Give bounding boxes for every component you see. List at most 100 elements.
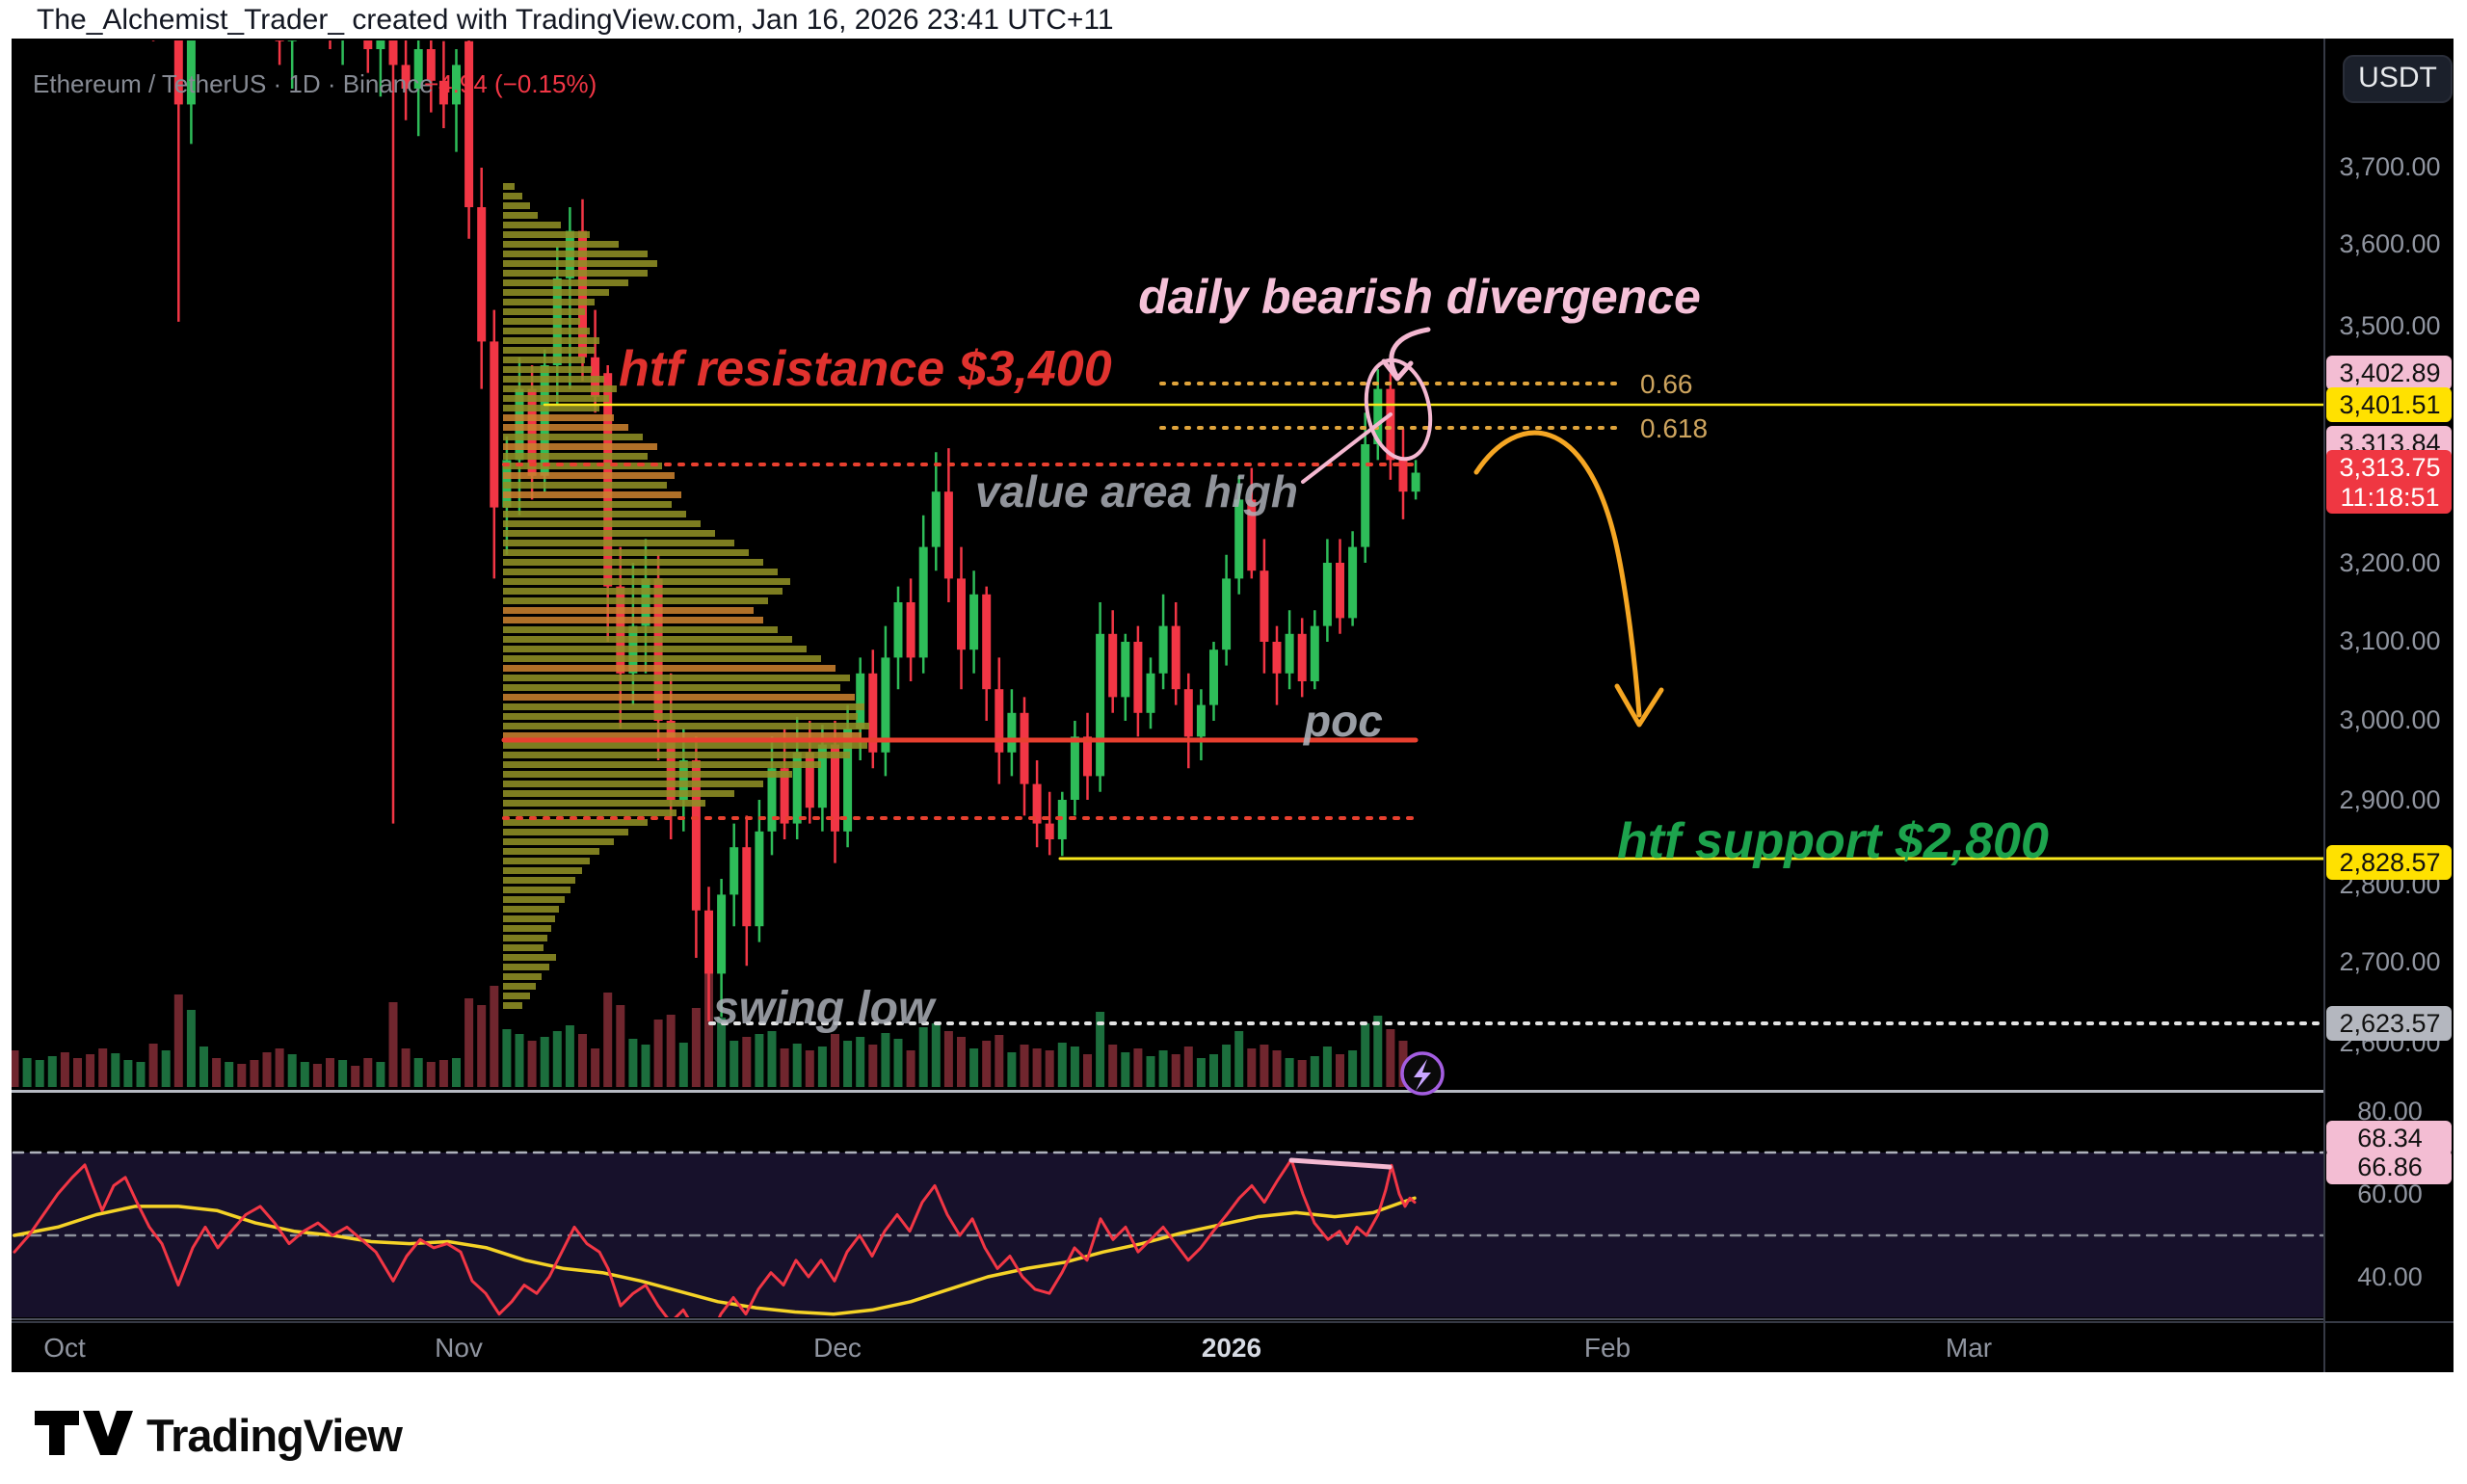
price-tick-label: 3,000.00 [2339, 705, 2440, 734]
volume-profile-row [503, 1002, 522, 1009]
volume-bar [1310, 1056, 1319, 1087]
volume-bar [767, 1031, 777, 1087]
volume-profile-row [503, 279, 628, 286]
volume-bar [1183, 1047, 1193, 1087]
candle-body [464, 40, 474, 207]
volume-bar [312, 1064, 322, 1087]
candle-body [1171, 625, 1180, 690]
price-axis[interactable] [2324, 39, 2454, 1322]
volume-profile-row [503, 944, 544, 951]
volume-bar [742, 1037, 752, 1087]
volume-bar [995, 1035, 1004, 1087]
volume-bar [704, 973, 713, 1087]
volume-bar [1096, 1012, 1105, 1087]
candle-body [287, 40, 297, 41]
pane-separator[interactable] [12, 1090, 2454, 1093]
volume-profile-row [503, 530, 715, 537]
volume-bar [148, 1044, 158, 1087]
volume-profile-row [503, 347, 595, 354]
volume-bar [426, 1062, 436, 1087]
time-tick-label[interactable]: Mar [1946, 1333, 1992, 1363]
volume-profile-row [503, 887, 570, 893]
symbol-title[interactable]: Ethereum / TetherUS · 1D · Binance [33, 69, 434, 98]
time-tick-label[interactable]: Feb [1584, 1333, 1631, 1363]
volume-profile-row [503, 588, 783, 595]
down-move-arrow [1473, 430, 1642, 718]
time-tick-label[interactable]: Oct [43, 1333, 86, 1363]
volume-profile-row [503, 983, 536, 990]
candle-body [275, 40, 284, 41]
volume-bar [60, 1052, 69, 1087]
volume-profile-row [503, 781, 763, 787]
candle-body [1096, 633, 1105, 777]
volume-bar [86, 1054, 95, 1087]
candle-body [995, 689, 1004, 753]
candle-body [1183, 689, 1193, 737]
volume-profile-row [503, 617, 763, 623]
candle-body [1045, 823, 1054, 839]
time-tick-label[interactable]: Nov [435, 1333, 483, 1363]
candle-body [943, 491, 953, 579]
price-tick-label: 2,900.00 [2339, 785, 2440, 814]
volume-bar [98, 1048, 108, 1087]
annotations-layer: daily bearish divergence htf resistance $… [619, 270, 2049, 1034]
volume-bar [943, 1031, 953, 1087]
volume-profile-row [503, 829, 628, 835]
tradingview-brand-text: TradingView [146, 1410, 403, 1461]
volume-bar [12, 1050, 19, 1087]
candle-body [817, 744, 827, 808]
volume-bar [591, 1048, 600, 1087]
volume-bar [792, 1044, 802, 1087]
candle-body [1373, 388, 1383, 444]
volume-profile-row [503, 964, 549, 970]
volume-bar [351, 1066, 360, 1087]
volume-profile-layer [503, 183, 869, 1009]
volume-profile-row [503, 935, 547, 941]
volume-bar [1032, 1048, 1042, 1087]
price-axis-labels: 3,700.00 3,600.00 3,500.00 3,200.00 3,100.00… [2326, 152, 2452, 1291]
volume-profile-row [503, 231, 590, 238]
volume-bar [1373, 1016, 1383, 1087]
boost-lightning-icon[interactable] [1400, 1051, 1445, 1096]
time-tick-label[interactable]: 2026 [1202, 1333, 1261, 1363]
volume-profile-row [503, 270, 648, 277]
price-tick-label: 3,200.00 [2339, 548, 2440, 577]
time-tick-label[interactable]: Dec [813, 1333, 862, 1363]
price-scale-flag: 68.34 [2326, 1121, 2452, 1155]
volume-bar [173, 994, 183, 1087]
candle-body [1386, 388, 1395, 461]
swing-low-label: swing low [713, 983, 937, 1034]
price-flag-text: 68.34 [2357, 1124, 2423, 1153]
rsi-tick-label: 60.00 [2357, 1179, 2423, 1208]
candle-body [780, 768, 789, 824]
volume-bar [237, 1064, 247, 1087]
volume-profile-row [503, 742, 867, 749]
candle-body [1234, 499, 1244, 579]
volume-profile-row [503, 684, 840, 691]
candle-body [1336, 563, 1344, 619]
fib-0618-label: 0.618 [1640, 413, 1708, 443]
volume-bar [1285, 1058, 1294, 1087]
currency-button[interactable]: USDT [2343, 55, 2453, 103]
volume-bar [527, 1041, 537, 1087]
candle-body [717, 894, 727, 974]
volume-profile-row [503, 877, 575, 884]
time-axis[interactable]: Oct Nov Dec 2026 Feb Mar [43, 1333, 1992, 1363]
volume-bar [780, 1048, 789, 1087]
volume-bar [1045, 1050, 1054, 1087]
rsi-tick-label: 40.00 [2357, 1262, 2423, 1291]
htf-resistance-label: htf resistance $3,400 [619, 341, 1112, 397]
candle-body [767, 768, 777, 832]
volume-profile-row [503, 337, 599, 344]
tradingview-logo[interactable]: TradingView [35, 1410, 404, 1461]
chart-background[interactable] [12, 39, 2454, 1372]
price-scale-flag: 2,828.57 [2326, 845, 2452, 880]
volume-bar [969, 1048, 979, 1087]
volume-bar [502, 1029, 512, 1087]
candle-body [1411, 472, 1420, 492]
candle-body [1285, 633, 1294, 674]
volume-bar [438, 1060, 448, 1087]
price-flag-text: 3,401.51 [2339, 390, 2440, 419]
candle-body [1322, 563, 1332, 626]
